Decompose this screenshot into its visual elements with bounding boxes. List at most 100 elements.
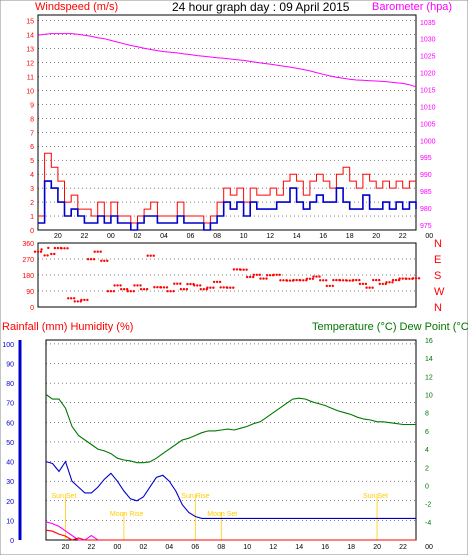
tick-label: 0 xyxy=(30,228,34,235)
barometer-axis-label: Barometer (hpa) xyxy=(372,1,452,13)
direction-point xyxy=(265,274,269,277)
tick-label: 90 xyxy=(26,289,34,296)
direction-point xyxy=(219,286,222,289)
tick-label: 14 xyxy=(26,33,34,40)
direction-point xyxy=(46,254,49,257)
direction-point xyxy=(103,259,106,262)
direction-point xyxy=(358,282,362,286)
x-tick-label: 08 xyxy=(213,233,221,240)
direction-point xyxy=(73,297,76,300)
direction-point xyxy=(302,279,305,282)
tick-label: 995 xyxy=(420,155,432,162)
direction-point xyxy=(53,252,56,256)
direction-point xyxy=(411,277,415,280)
direction-point xyxy=(388,281,391,284)
direction-point xyxy=(182,288,186,291)
direction-point xyxy=(262,277,265,280)
event-label: Sun Set xyxy=(363,493,388,500)
direction-point xyxy=(146,254,149,257)
x-tick-label: 04 xyxy=(165,544,173,551)
direction-point xyxy=(173,282,176,285)
direction-point xyxy=(153,286,156,289)
direction-point xyxy=(63,247,66,250)
x-tick-label: 00 xyxy=(425,544,433,551)
x-tick-label: 00 xyxy=(425,233,433,240)
tick-label: 70 xyxy=(6,401,14,408)
direction-point xyxy=(113,284,116,287)
x-tick-label: 06 xyxy=(191,544,199,551)
direction-point xyxy=(375,278,378,282)
x-tick-label: 22 xyxy=(81,233,89,240)
direction-point xyxy=(139,284,142,287)
direction-point xyxy=(401,277,404,280)
event-label: Sun Set xyxy=(51,493,76,500)
tick-label: 30 xyxy=(6,479,14,486)
direction-point xyxy=(96,250,99,253)
direction-point xyxy=(285,279,289,282)
tick-label: 15 xyxy=(26,19,34,26)
event-label: Moon Rise xyxy=(110,511,144,518)
series-line-rainfall xyxy=(45,529,416,541)
x-tick-label: 20 xyxy=(372,233,380,240)
direction-point xyxy=(193,284,196,287)
direction-point xyxy=(246,275,249,279)
direction-point xyxy=(99,250,102,253)
direction-point xyxy=(391,281,394,284)
direction-point xyxy=(106,259,109,262)
direction-point xyxy=(166,290,169,293)
tick-label: 0 xyxy=(30,305,34,312)
direction-point xyxy=(189,282,192,286)
direction-point xyxy=(364,282,368,286)
x-tick-label: 20 xyxy=(373,544,381,551)
direction-point xyxy=(414,277,418,280)
graph-title: 24 hour graph day : 09 April 2015 xyxy=(172,0,350,14)
direction-point xyxy=(268,274,272,277)
tick-label: 50 xyxy=(6,440,14,447)
temp-dew-axis-label: Temperature (°C) Dew Point (°C) xyxy=(312,321,468,333)
tick-label: 980 xyxy=(420,206,432,213)
direction-point xyxy=(391,278,395,282)
tick-label: 985 xyxy=(420,189,432,196)
direction-point xyxy=(172,290,175,293)
direction-point xyxy=(288,279,292,282)
direction-point xyxy=(92,258,96,261)
x-tick-label: 12 xyxy=(266,233,274,240)
direction-point xyxy=(179,288,183,291)
direction-point xyxy=(142,288,146,291)
direction-point xyxy=(106,290,110,293)
tick-label: 975 xyxy=(420,223,432,230)
direction-point xyxy=(40,248,43,251)
direction-point xyxy=(196,284,199,287)
direction-point xyxy=(149,254,152,257)
direction-point xyxy=(405,277,408,280)
x-tick-label: 16 xyxy=(321,544,329,551)
direction-point xyxy=(202,288,205,291)
tick-label: 20 xyxy=(6,499,14,506)
direction-point xyxy=(272,273,275,276)
tick-label: 10 xyxy=(6,518,14,525)
direction-point xyxy=(112,290,116,293)
direction-point xyxy=(355,278,358,282)
direction-point xyxy=(279,279,282,282)
tick-label: 1025 xyxy=(420,54,436,61)
windspeed-axis-label: Windspeed (m/s) xyxy=(35,1,118,13)
tick-label: 6 xyxy=(30,144,34,151)
direction-point xyxy=(308,277,312,280)
x-tick-label: 10 xyxy=(243,544,251,551)
direction-point xyxy=(365,286,368,289)
direction-point xyxy=(245,268,248,271)
direction-point xyxy=(100,259,103,262)
x-tick-label: 14 xyxy=(293,233,301,240)
direction-point xyxy=(322,279,325,282)
direction-point xyxy=(371,286,374,289)
direction-point xyxy=(235,268,239,271)
direction-point xyxy=(417,277,421,280)
direction-point xyxy=(206,286,209,289)
direction-point xyxy=(126,290,129,293)
x-tick-label: 02 xyxy=(140,544,148,551)
tick-label: 12 xyxy=(26,60,34,67)
tick-label: 60 xyxy=(6,420,14,427)
compass-label: W xyxy=(434,286,445,298)
tick-label: 0 xyxy=(425,483,429,490)
direction-point xyxy=(39,250,43,253)
